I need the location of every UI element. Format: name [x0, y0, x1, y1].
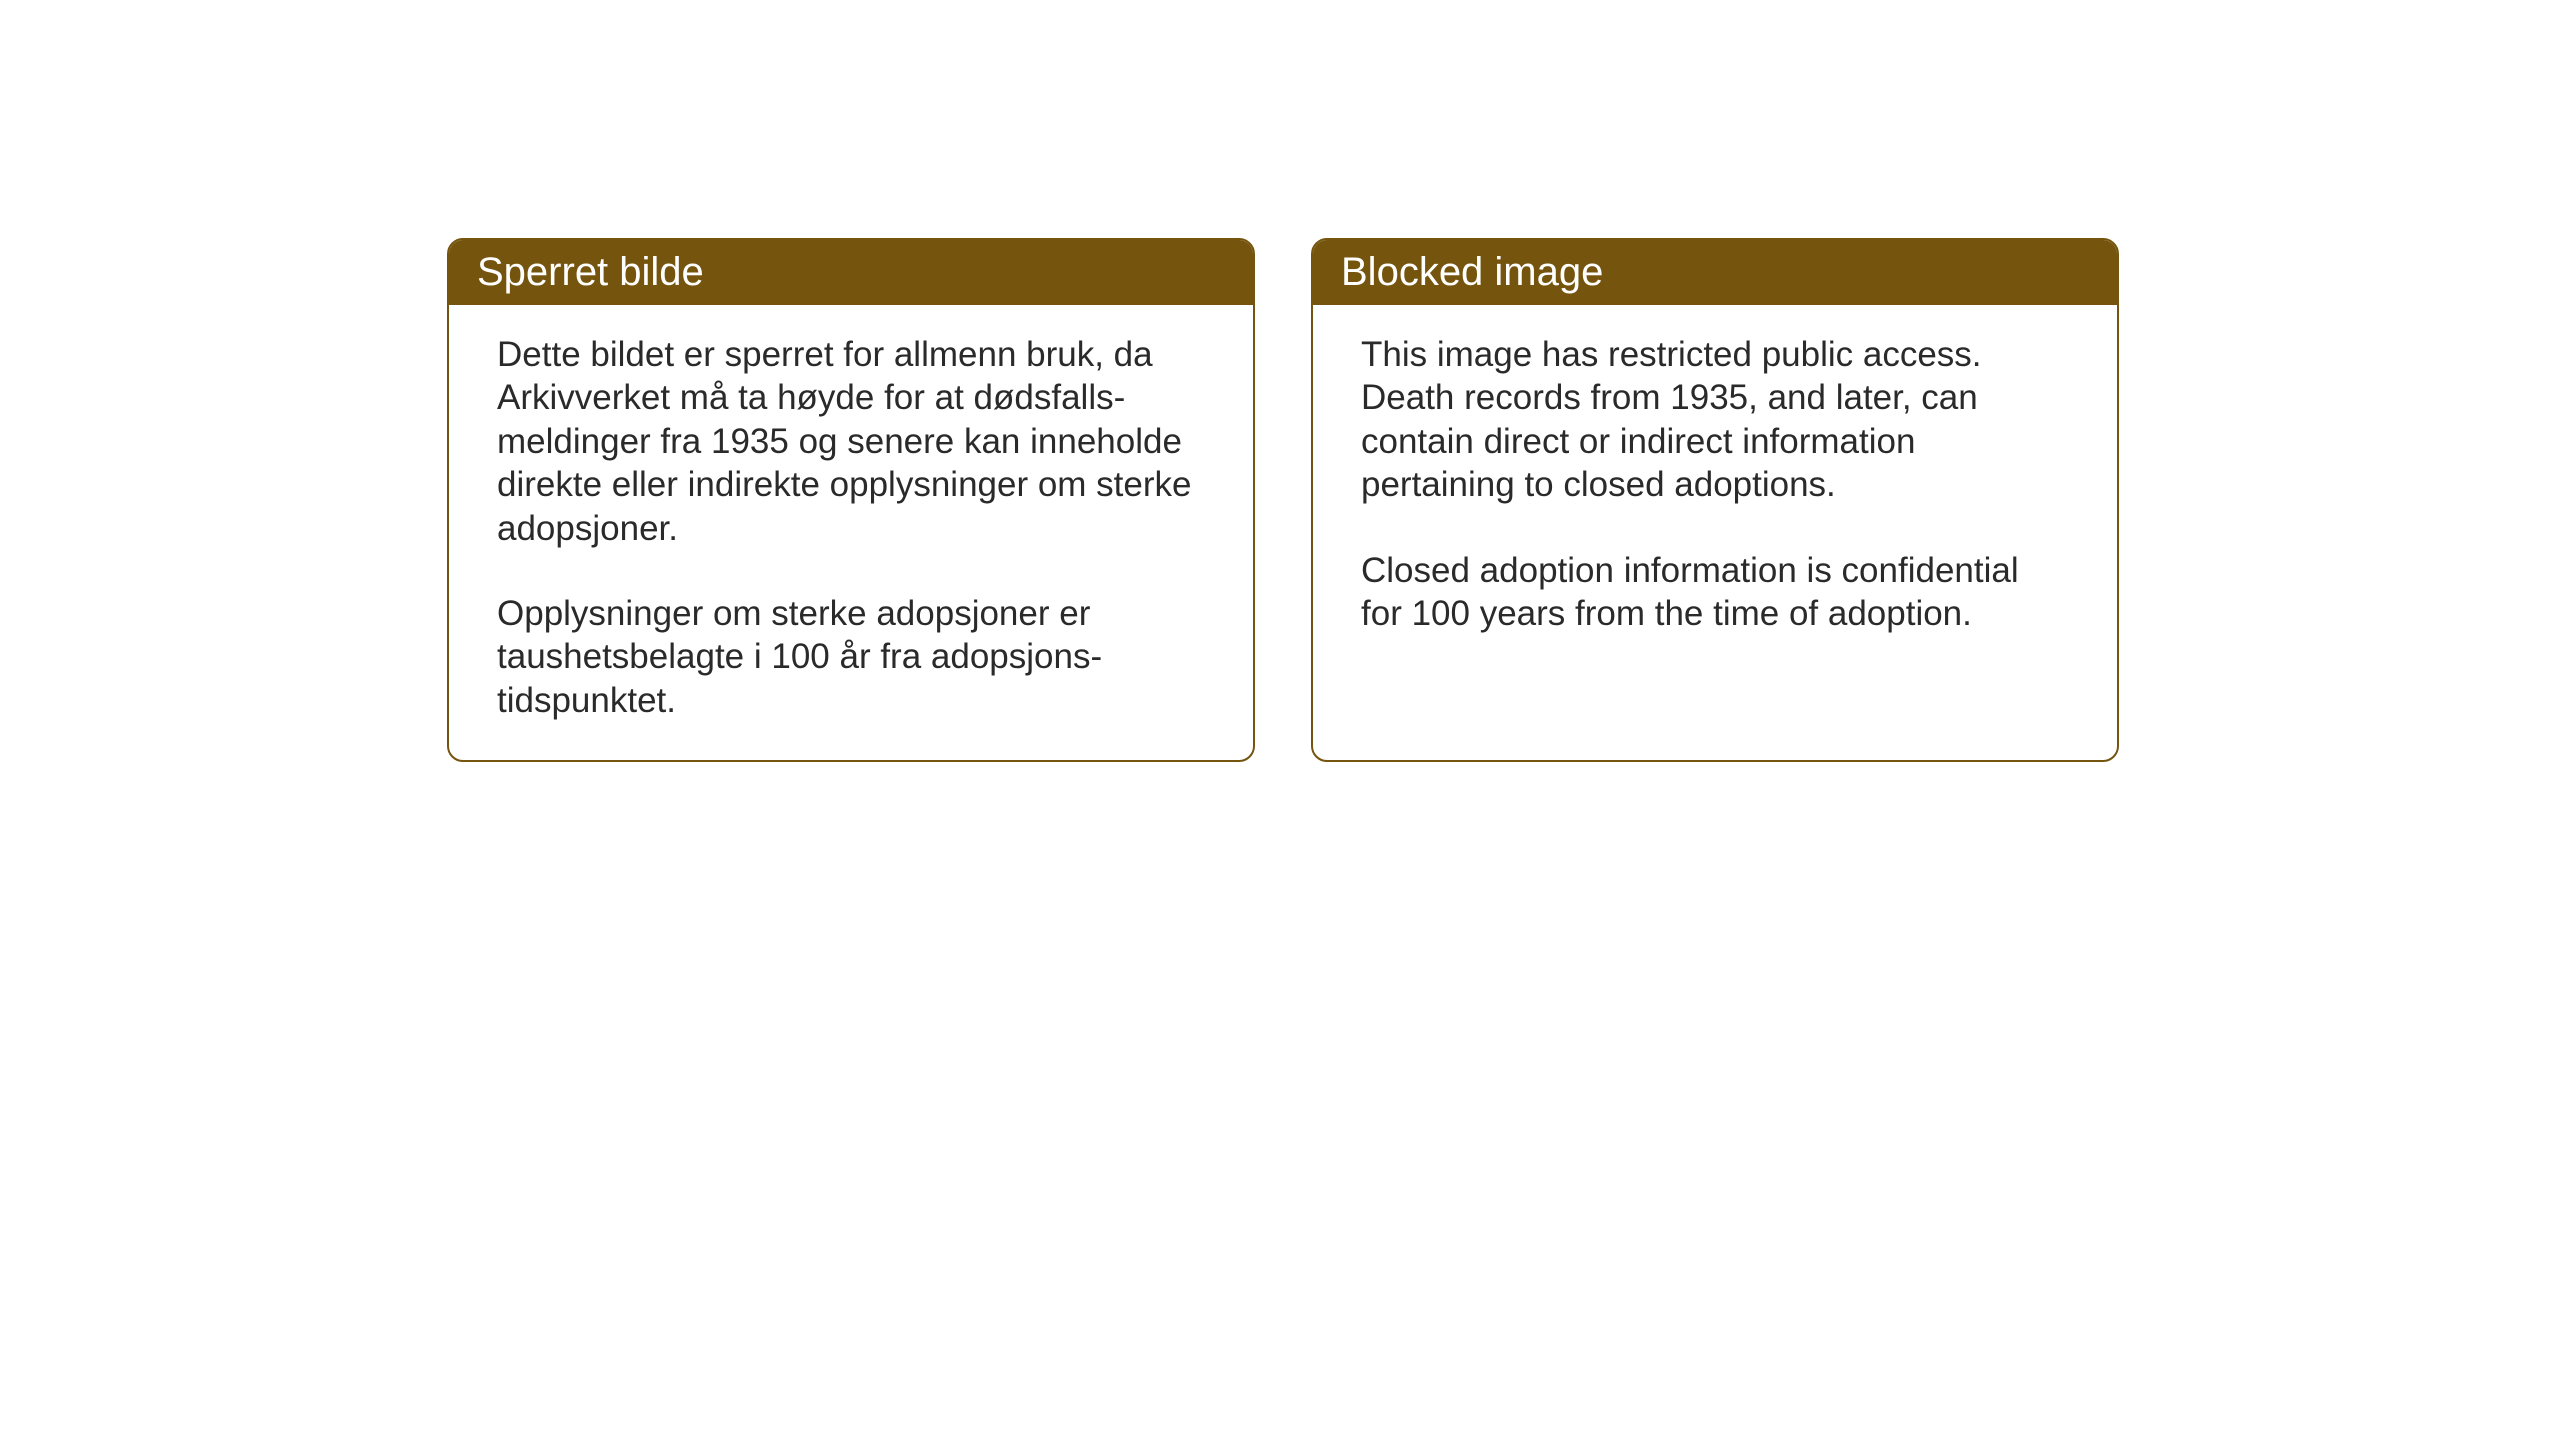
card-english-paragraph-2: Closed adoption information is confident… [1361, 549, 2069, 636]
card-english: Blocked image This image has restricted … [1311, 238, 2119, 762]
card-norwegian-title: Sperret bilde [477, 250, 704, 294]
card-english-paragraph-1: This image has restricted public access.… [1361, 333, 2069, 507]
card-norwegian: Sperret bilde Dette bildet er sperret fo… [447, 238, 1255, 762]
card-norwegian-body: Dette bildet er sperret for allmenn bruk… [449, 305, 1253, 760]
card-english-body: This image has restricted public access.… [1313, 305, 2117, 673]
card-english-title: Blocked image [1341, 250, 1603, 294]
cards-container: Sperret bilde Dette bildet er sperret fo… [447, 238, 2119, 762]
card-norwegian-header: Sperret bilde [449, 240, 1253, 305]
card-norwegian-paragraph-1: Dette bildet er sperret for allmenn bruk… [497, 333, 1205, 550]
card-english-header: Blocked image [1313, 240, 2117, 305]
card-norwegian-paragraph-2: Opplysninger om sterke adopsjoner er tau… [497, 592, 1205, 722]
